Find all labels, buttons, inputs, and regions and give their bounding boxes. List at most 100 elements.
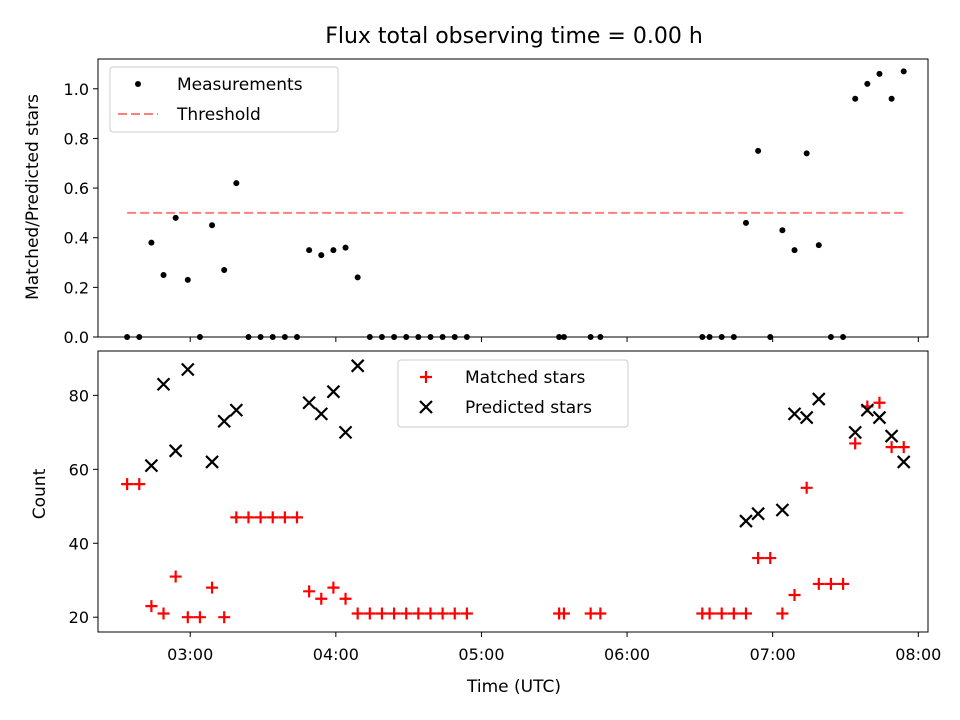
legend-label: Matched stars: [465, 368, 585, 388]
matched-star-point: [315, 592, 328, 605]
measurement-point: [330, 247, 337, 254]
measurement-point: [342, 244, 349, 251]
measurement-point: [172, 214, 179, 221]
predicted-star-point: [338, 425, 353, 440]
matched-star-point: [145, 600, 158, 613]
predicted-star-point: [217, 414, 231, 429]
legend-label: Measurements: [177, 75, 303, 95]
legend-matched-swatch: [420, 371, 432, 383]
matched-star-point: [812, 577, 825, 590]
measurement-point: [852, 95, 859, 102]
measurement-point: [378, 334, 385, 340]
matched-star-point: [557, 607, 570, 620]
predicted-star-point: [326, 384, 341, 399]
matched-star-point: [739, 607, 752, 620]
measurement-point: [136, 334, 143, 340]
x-tick-label: 03:00: [167, 645, 213, 664]
predicted-star-point: [302, 395, 316, 410]
measurement-point: [718, 334, 725, 340]
top-y-tick-label: 0.4: [64, 229, 89, 248]
matched-star-point: [157, 607, 170, 620]
predicted-star-point: [181, 362, 195, 377]
measurement-point: [415, 334, 422, 340]
predicted-star-point: [229, 403, 244, 417]
predicted-star-point: [314, 407, 329, 421]
measurement-point: [221, 266, 228, 273]
matched-star-point: [400, 607, 413, 620]
matched-star-point: [436, 607, 449, 620]
x-tick-label: 04:00: [313, 645, 359, 664]
measurement-point: [403, 334, 410, 340]
matched-star-point: [849, 437, 862, 450]
measurement-point: [560, 334, 567, 340]
matched-star-point: [800, 481, 813, 494]
bottom-y-tick-label: 80: [69, 386, 89, 405]
measurement-point: [840, 334, 847, 340]
top-legend-box: [109, 66, 339, 133]
predicted-star-point: [896, 455, 911, 469]
legend-label: Predicted stars: [465, 398, 592, 418]
legend-measurement-swatch: [135, 81, 141, 87]
predicted-star-point: [350, 359, 365, 373]
measurement-point: [233, 180, 240, 187]
measurement-point: [556, 334, 563, 340]
matched-star-point: [594, 607, 607, 620]
matched-star-point: [703, 607, 716, 620]
measurement-point: [451, 334, 458, 340]
measurement-point: [184, 276, 191, 283]
matched-star-point: [752, 552, 765, 565]
measurement-point: [294, 334, 301, 340]
measurement-point: [391, 334, 398, 340]
matched-star-point: [363, 607, 376, 620]
predicted-star-point: [848, 425, 862, 440]
measurement-point: [888, 95, 895, 102]
predicted-star-point: [884, 429, 899, 443]
predicted-star-point: [144, 458, 159, 473]
measurement-point: [597, 334, 604, 340]
measurement-point: [354, 274, 361, 281]
measurement-point: [699, 334, 706, 340]
predicted-star-point: [739, 514, 753, 528]
measurement-point: [209, 222, 216, 229]
legend-label: Threshold: [176, 105, 261, 125]
bottom-legend-box: [397, 359, 629, 428]
matched-star-point: [412, 607, 425, 620]
predicted-star-point: [812, 392, 826, 406]
x-tick-label: 05:00: [458, 645, 504, 664]
measurement-point: [815, 242, 822, 249]
measurement-point: [148, 239, 155, 246]
measurement-point: [706, 334, 713, 340]
measurement-point: [366, 334, 373, 340]
measurement-point: [791, 247, 798, 254]
matched-star-point: [254, 511, 267, 524]
matched-star-point: [448, 607, 461, 620]
predicted-star-point: [775, 503, 790, 517]
chart-title: Flux total observing time = 0.00 h: [325, 24, 703, 49]
measurement-point: [318, 252, 325, 259]
matched-star-point: [230, 511, 243, 524]
matched-star-point: [351, 607, 364, 620]
matched-star-point: [897, 441, 910, 454]
measurement-point: [864, 80, 871, 87]
bottom-y-tick-label: 40: [69, 534, 89, 553]
bottom-axes-frame: [97, 350, 929, 633]
predicted-star-point: [799, 410, 814, 425]
top-y-tick-label: 0.8: [64, 129, 89, 148]
top-y-tick-label: 1.0: [64, 80, 89, 99]
matched-star-point: [181, 611, 194, 624]
predicted-star-point: [872, 410, 887, 425]
measurement-point: [306, 247, 313, 254]
predicted-star-point: [156, 377, 171, 392]
matched-star-point: [206, 581, 219, 594]
measurement-point: [587, 334, 594, 340]
matched-star-point: [327, 581, 340, 594]
matched-star-point: [715, 607, 728, 620]
matched-star-point: [121, 478, 134, 491]
matched-star-point: [388, 607, 401, 620]
measurement-point: [742, 219, 749, 226]
matched-star-point: [824, 577, 837, 590]
matched-star-point: [873, 396, 886, 409]
bottom-y-tick-label: 20: [69, 608, 89, 627]
matched-star-point: [291, 511, 304, 524]
matched-star-point: [776, 607, 789, 620]
